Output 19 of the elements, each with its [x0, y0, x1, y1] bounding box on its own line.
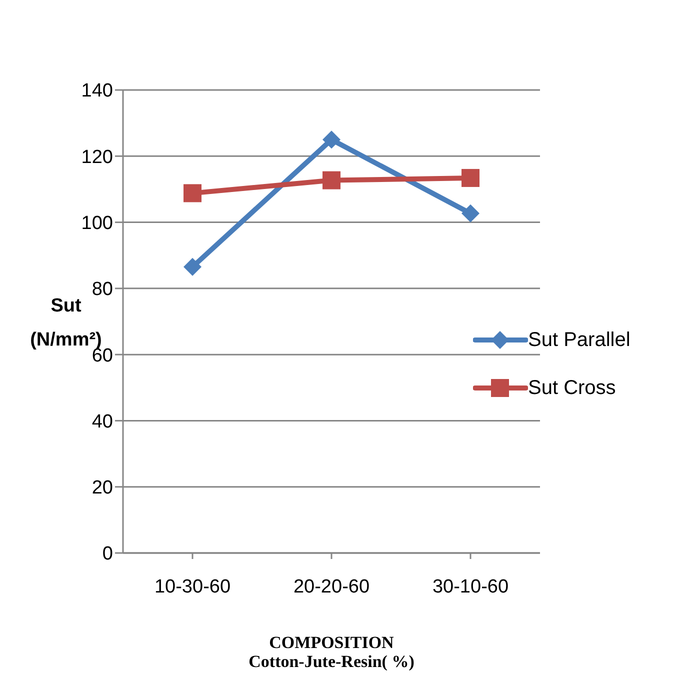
point: [322, 171, 340, 190]
y-tick-label: 0: [102, 544, 113, 565]
legend-label: Sut Parallel: [528, 328, 630, 352]
x-tick-label: 20-20-60: [293, 576, 370, 598]
x-tick-label: 10-30-60: [154, 576, 231, 598]
point: [184, 184, 202, 202]
y-tick-label: 40: [92, 411, 113, 432]
point: [322, 130, 340, 149]
x-tick-label: 30-10-60: [432, 576, 509, 598]
point: [184, 258, 202, 276]
y-tick-label: 120: [81, 146, 113, 168]
point: [462, 168, 480, 187]
x-axis-title: COMPOSITION Cotton-Jute-Resin( %): [248, 633, 414, 671]
y-tick-label: 80: [92, 279, 113, 300]
legend-label: Sut Cross: [528, 376, 616, 400]
y-tick-label: 20: [92, 478, 113, 499]
y-tick-label: 140: [81, 80, 113, 102]
point: [462, 204, 480, 222]
y-tick-label: 100: [81, 213, 113, 234]
